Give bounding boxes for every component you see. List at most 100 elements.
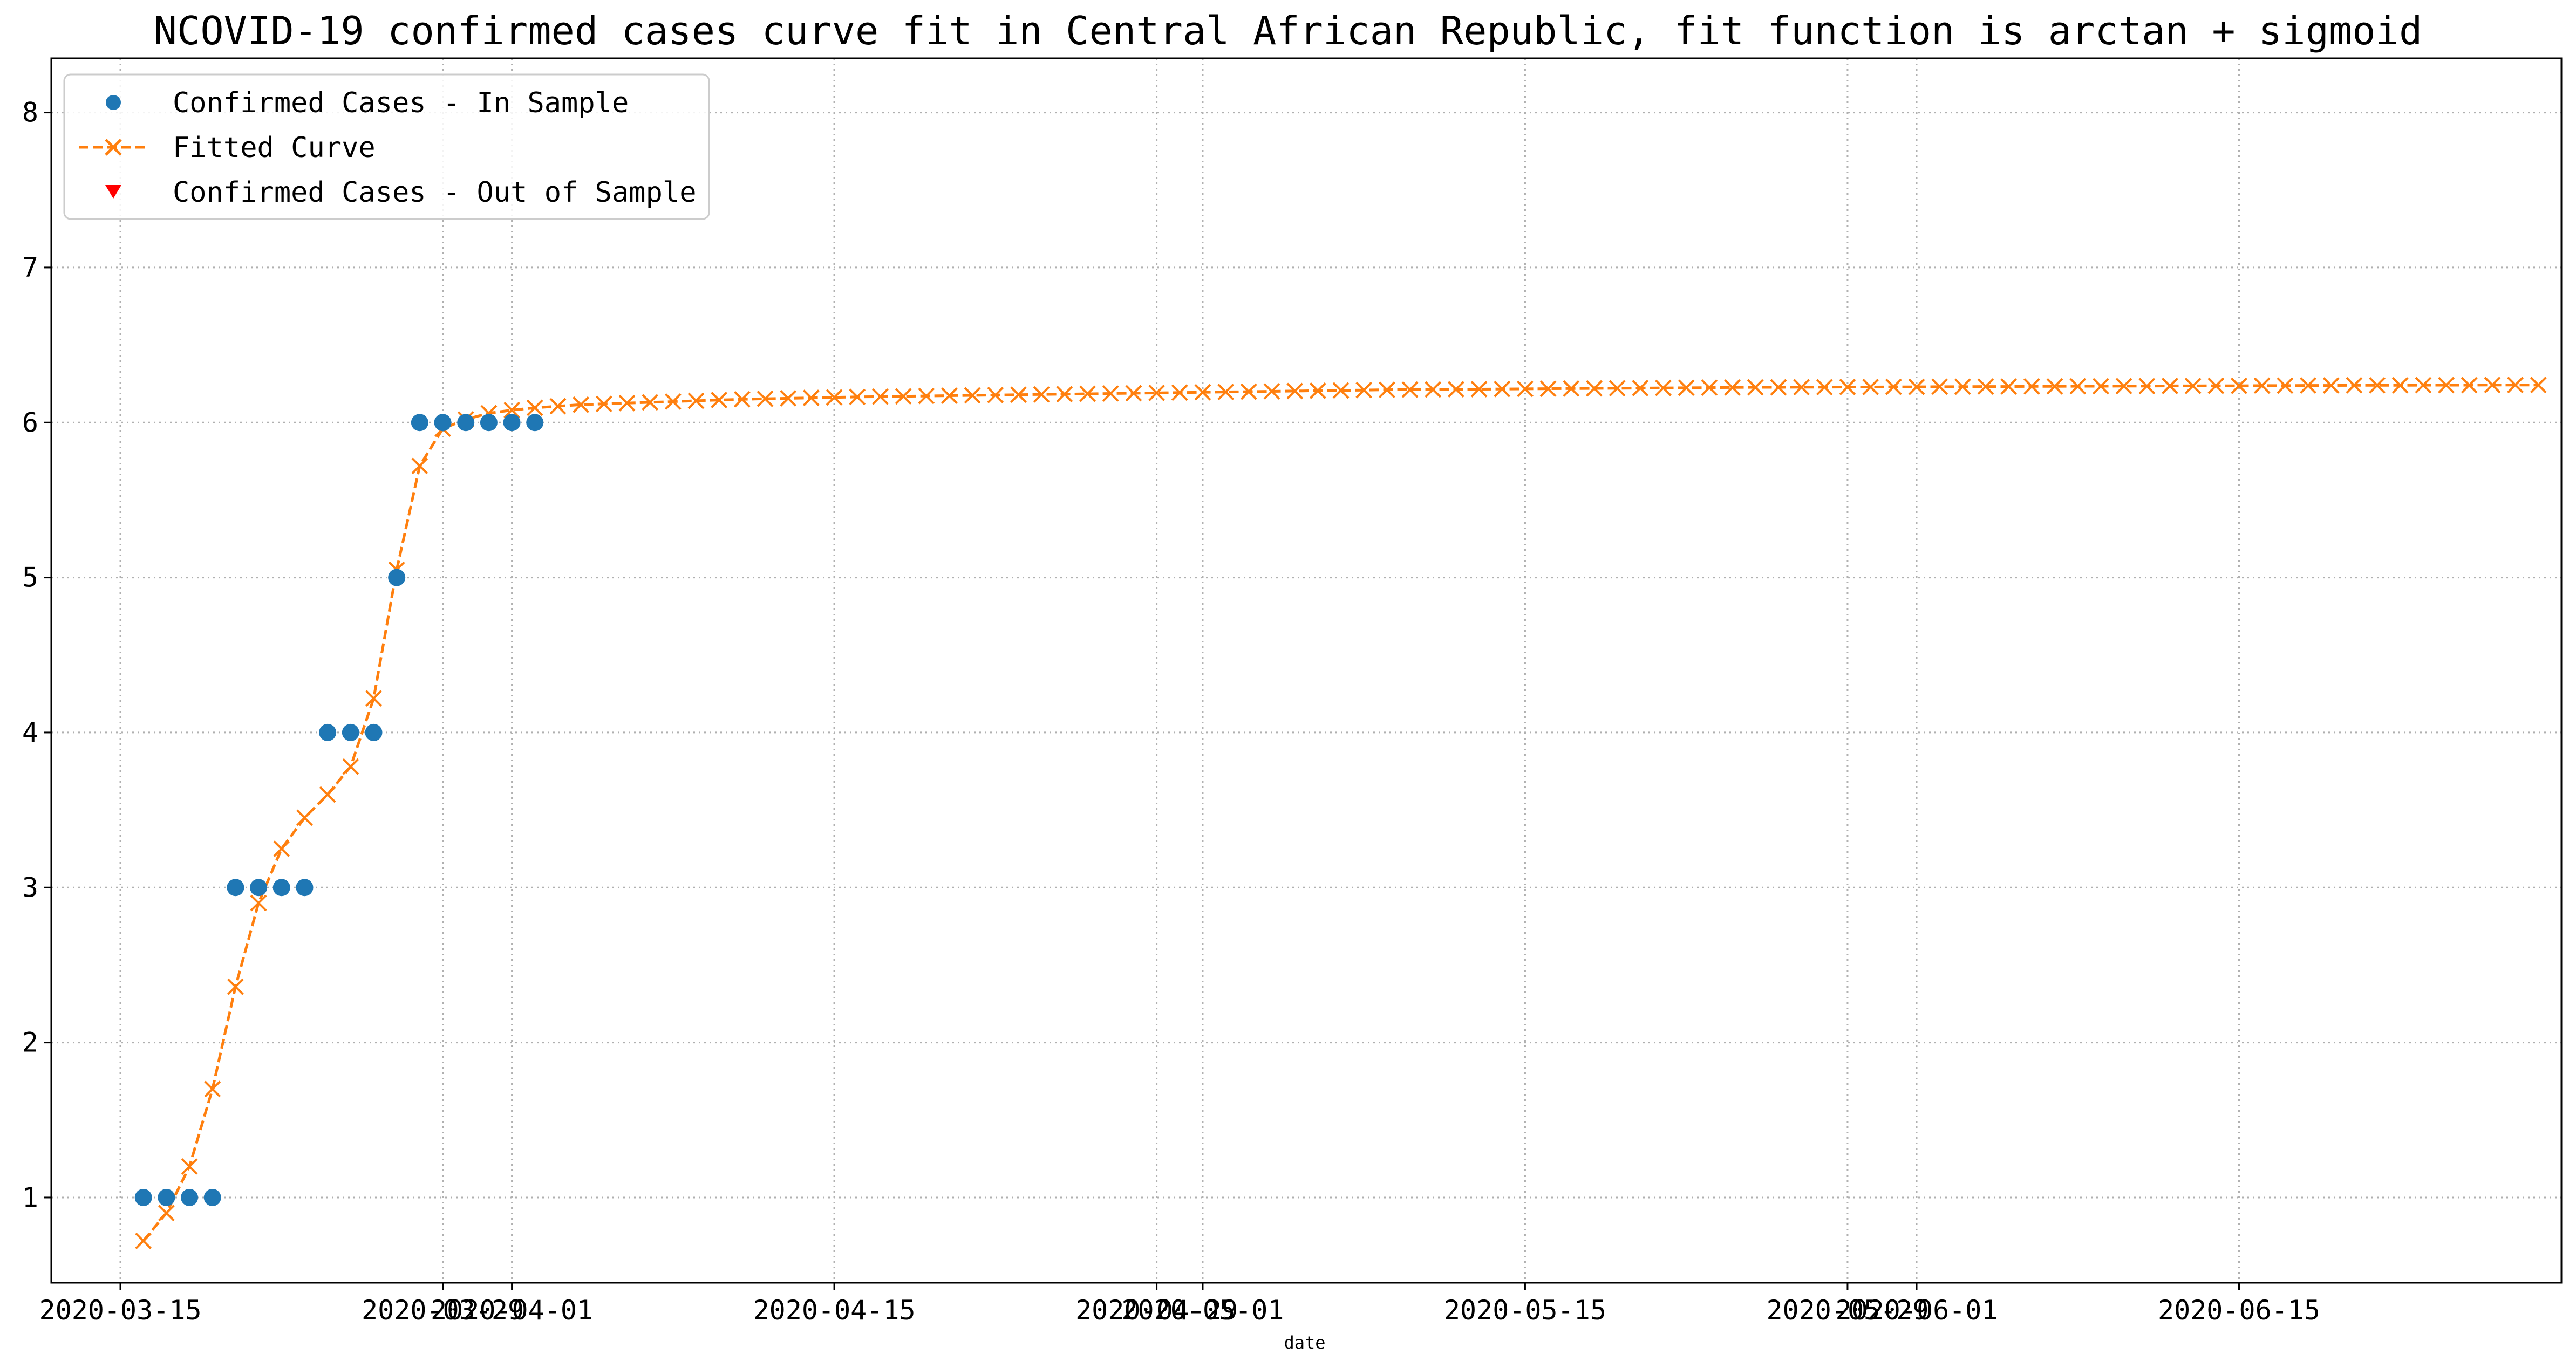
y-axis: 1 2 3 4 5 6 7 8 (22, 97, 51, 1213)
fitted-curve-point-102 (2484, 377, 2501, 394)
fitted-curve-point-101 (2461, 377, 2478, 394)
fitted-curve-point-77 (1908, 378, 1925, 395)
fitted-curve-point-103 (2507, 377, 2524, 394)
fitted-curve-point-44 (1148, 384, 1166, 401)
fitted-curve-point-91 (2231, 377, 2247, 394)
fitted-curve-point-98 (2391, 377, 2409, 394)
fitted-curve-point-0 (135, 1233, 152, 1249)
x-tick-label: 2020-03-15 (39, 1295, 202, 1326)
fitted-curve-point-61 (1539, 380, 1557, 398)
in-sample-point-16 (503, 414, 521, 432)
fitted-curve-point-47 (1217, 384, 1235, 401)
fitted-curve-point-62 (1563, 380, 1580, 397)
legend-label-fitted-curve: Fitted Curve (173, 132, 376, 164)
fitted-curve-point-27 (757, 390, 774, 407)
fitted-curve-point-53 (1355, 381, 1373, 399)
in-sample-point-7 (296, 879, 314, 897)
legend-entry-out-of-sample: Confirmed Cases - Out of Sample (105, 176, 697, 209)
fitted-curve-point-96 (2346, 377, 2363, 394)
fitted-curve-point-48 (1240, 383, 1257, 400)
fitted-curve-point-79 (1954, 378, 1971, 395)
fitted-curve-point-30 (826, 389, 843, 406)
fitted-curve-point-6 (273, 840, 290, 857)
fitted-curve-point-54 (1378, 381, 1395, 399)
grid (51, 58, 2561, 1283)
x-tick-label: 2020-04-29 (1075, 1295, 1238, 1326)
fitted-curve-point-43 (1125, 385, 1142, 402)
fitted-curve-point-81 (2000, 378, 2018, 395)
y-tick-label: 5 (22, 562, 38, 593)
legend-entry-fitted-curve: Fitted Curve (79, 132, 376, 164)
legend-label-out-of-sample: Confirmed Cases - Out of Sample (173, 176, 697, 209)
x-tick-label: 2020-06-15 (2158, 1295, 2320, 1326)
fitted-curve-point-84 (2069, 378, 2087, 395)
fitted-curve-point-38 (1010, 386, 1027, 403)
fitted-curve-point-42 (1102, 385, 1119, 402)
fitted-curve-point-5 (250, 894, 267, 912)
fitted-curve-point-19 (573, 396, 590, 413)
fitted-curve-point-72 (1793, 379, 1810, 396)
fitted-curve-point-56 (1425, 381, 1442, 398)
fitted-curve-point-90 (2207, 377, 2225, 394)
x-tick-label: 2020-05-15 (1444, 1295, 1606, 1326)
fitted-curve-point-8 (319, 786, 336, 803)
fitted-curve-point-20 (595, 395, 612, 413)
fitted-curve-point-99 (2415, 377, 2432, 394)
fitted-curve-point-29 (802, 389, 820, 406)
fitted-curve-point-60 (1517, 380, 1534, 398)
fitted-curve-point-50 (1286, 382, 1304, 400)
fitted-curve-point-16 (503, 401, 520, 419)
fitted-curve-point-104 (2530, 377, 2547, 394)
x-tick-label: 2020-04-01 (431, 1295, 593, 1326)
fitted-curve-point-23 (664, 393, 682, 410)
fitted-curve-point-45 (1171, 384, 1188, 401)
fitted-curve-point-92 (2253, 377, 2271, 394)
fitted-curve-point-63 (1586, 380, 1603, 397)
in-sample-point-5 (250, 879, 268, 897)
x-tick-label: 2020-06-01 (1835, 1295, 1998, 1326)
fitted-curve-line (142, 384, 2539, 1242)
fitted-curve-point-22 (642, 394, 659, 411)
fitted-curve-point-28 (780, 390, 797, 407)
fitted-curve-point-85 (2093, 378, 2109, 395)
fitted-curve-point-18 (549, 398, 567, 415)
fitted-curve-point-21 (618, 394, 636, 412)
x-axis-label: date (1284, 1332, 1325, 1353)
in-sample-point-6 (272, 879, 290, 897)
fitted-curve-point-9 (342, 758, 359, 775)
legend-marker-x (105, 139, 122, 156)
y-tick-label: 8 (22, 97, 38, 128)
fitted-curve-point-66 (1655, 379, 1672, 396)
fitted-curve-point-71 (1770, 379, 1787, 396)
in-sample-series (134, 414, 544, 1206)
in-sample-point-15 (480, 414, 498, 432)
fitted-curve-point-73 (1816, 379, 1833, 396)
in-sample-point-3 (203, 1188, 221, 1206)
y-tick-label: 4 (22, 717, 38, 748)
y-tick-label: 7 (22, 252, 38, 283)
y-tick-label: 3 (22, 872, 38, 903)
fitted-curve-point-86 (2115, 378, 2132, 395)
in-sample-point-10 (365, 723, 383, 741)
in-sample-point-13 (434, 414, 452, 432)
fitted-curve-point-2 (181, 1158, 198, 1175)
fitted-curve-point-83 (2046, 378, 2063, 395)
fitted-curve-point-95 (2322, 377, 2340, 394)
fitted-curve-point-67 (1678, 379, 1695, 396)
fitted-curve-point-59 (1494, 380, 1511, 398)
y-tick-label: 2 (22, 1027, 38, 1058)
fitted-curve-point-80 (1977, 378, 1994, 395)
fitted-curve-point-34 (918, 387, 935, 405)
legend-entry-in-sample: Confirmed Cases - In Sample (106, 87, 629, 119)
fitted-curve-point-93 (2277, 377, 2294, 394)
fitted-curve-point-33 (895, 388, 912, 405)
x-tick-label: 2020-05-29 (1766, 1295, 1928, 1326)
chart-title: NCOVID-19 confirmed cases curve fit in C… (154, 8, 2423, 53)
in-sample-point-9 (342, 723, 359, 741)
fitted-curve-point-70 (1747, 379, 1764, 396)
legend-marker-circle (106, 95, 121, 110)
fitted-curve-point-46 (1194, 384, 1211, 401)
fitted-curve-point-37 (987, 386, 1004, 403)
